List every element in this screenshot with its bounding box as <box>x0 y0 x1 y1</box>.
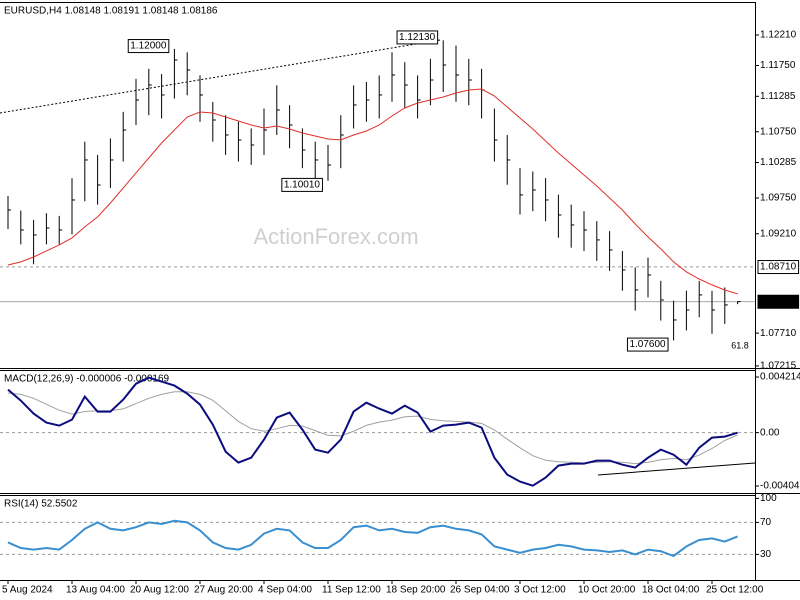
label-box <box>626 337 669 352</box>
price-annotation: 1.12130 <box>399 32 436 43</box>
x-tick-label: 20 Aug 12:00 <box>130 585 189 596</box>
y-tick-label: 1.12210 <box>760 30 797 41</box>
y-tick-label: 1.11750 <box>760 60 796 71</box>
x-tick-label: 26 Sep 04:00 <box>450 585 510 596</box>
watermark: ActionForex.com <box>253 224 418 249</box>
y-tick-label: 0.00 <box>760 427 780 438</box>
level-label: 1.08710 <box>760 262 797 273</box>
x-tick-label: 11 Sep 12:00 <box>322 585 381 596</box>
x-tick-label: 3 Oct 12:00 <box>514 585 566 596</box>
x-tick-label: 27 Aug 20:00 <box>194 585 253 596</box>
x-tick-label: 25 Oct 12:00 <box>706 585 764 596</box>
label-box <box>757 260 800 275</box>
y-tick-label: 1.10750 <box>760 126 797 137</box>
y-tick-label: 30 <box>760 549 772 560</box>
y-tick-label: 1.07710 <box>760 328 797 339</box>
price-annotation: 1.07600 <box>629 339 666 350</box>
indicator-line <box>7 519 738 558</box>
x-tick-label: 4 Sep 04:00 <box>258 585 312 596</box>
price-annotation: 1.12000 <box>130 41 167 52</box>
price-annotation: 1.10010 <box>284 179 321 190</box>
y-tick-label: 70 <box>760 517 772 528</box>
label-box <box>127 39 170 54</box>
label-box <box>396 30 439 45</box>
pane-title: MACD(12,26,9) -0.000006 -0.000169 <box>4 374 170 385</box>
y-tick-label: 0.004214 <box>760 372 800 383</box>
y-tick-label: 1.09750 <box>760 193 797 204</box>
label-box <box>757 294 800 309</box>
y-tick-label: 1.11285 <box>760 91 796 102</box>
pane-title: RSI(14) 52.5502 <box>4 499 78 510</box>
y-tick-label: 1.09210 <box>760 228 797 239</box>
indicator-line <box>7 376 738 487</box>
pane-title: EURUSD,H4 1.08148 1.08191 1.08148 1.0818… <box>4 6 218 17</box>
macd-trend-line <box>597 462 756 476</box>
moving-average <box>7 88 738 295</box>
x-tick-label: 18 Sep 20:00 <box>386 585 446 596</box>
x-tick-label: 5 Aug 2024 <box>2 585 53 596</box>
x-tick-label: 10 Oct 20:00 <box>578 585 636 596</box>
x-tick-label: 18 Oct 04:00 <box>642 585 700 596</box>
y-tick-label: 100 <box>760 493 777 504</box>
y-tick-label: 1.10285 <box>760 157 797 168</box>
pane-borders <box>0 2 800 581</box>
y-tick-label: -0.004047 <box>760 481 800 492</box>
y-tick-label: 1.07215 <box>760 361 797 372</box>
label-box <box>281 177 323 192</box>
x-tick-label: 13 Aug 04:00 <box>66 585 125 596</box>
last-price-label: 1.08186 <box>760 296 797 307</box>
fib-label: 61.8 <box>731 340 749 350</box>
